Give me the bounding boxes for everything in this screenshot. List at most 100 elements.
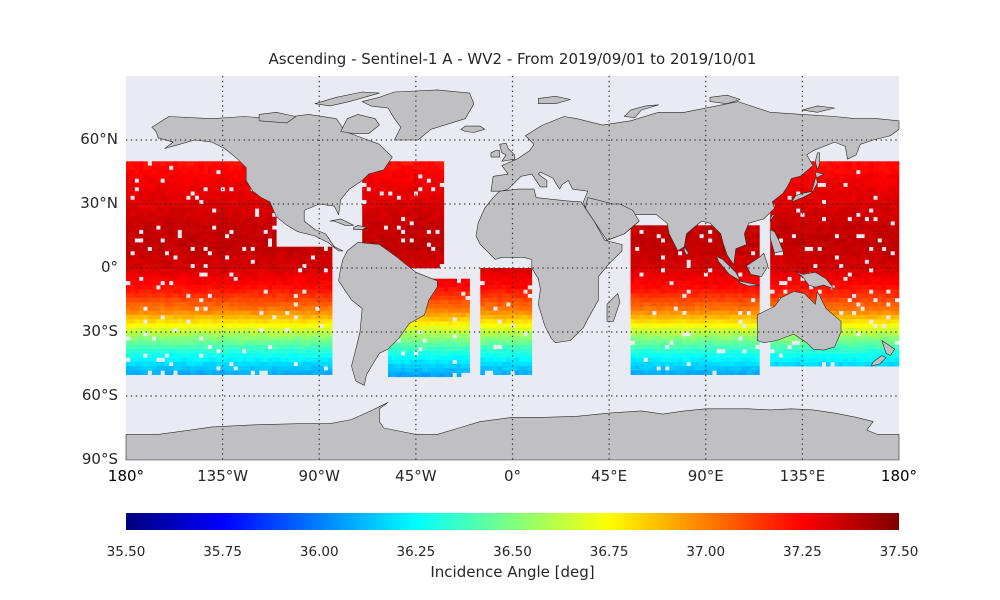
data-cell <box>634 272 640 277</box>
data-cell <box>435 368 440 373</box>
data-cell <box>448 359 453 365</box>
data-cell <box>669 276 674 282</box>
data-cell <box>186 191 191 196</box>
data-cell <box>660 302 666 307</box>
data-cell <box>821 242 827 247</box>
data-cell <box>246 366 251 371</box>
data-cell <box>164 285 170 290</box>
data-cell <box>250 216 256 222</box>
data-cell <box>422 229 427 235</box>
data-cell <box>289 319 294 324</box>
data-cell <box>216 182 221 188</box>
data-cell <box>379 208 384 213</box>
data-cell <box>370 233 376 239</box>
data-cell <box>130 293 135 299</box>
data-cell <box>430 338 436 343</box>
data-cell <box>813 174 818 179</box>
data-cell <box>707 327 713 333</box>
data-cell <box>501 280 507 286</box>
data-cell <box>151 306 157 311</box>
data-cell <box>439 351 445 356</box>
data-cell <box>203 208 208 213</box>
data-cell <box>755 233 760 239</box>
data-cell <box>259 225 264 230</box>
data-cell <box>130 327 135 333</box>
data-cell <box>160 174 165 179</box>
data-cell <box>435 308 440 314</box>
data-cell <box>506 310 511 316</box>
data-cell <box>630 336 636 341</box>
data-cell <box>506 280 511 286</box>
data-cell <box>173 191 178 196</box>
data-cell <box>484 327 490 333</box>
data-cell <box>400 165 406 171</box>
data-cell <box>233 255 238 260</box>
data-cell <box>800 208 805 213</box>
data-cell <box>795 280 801 286</box>
data-cell <box>400 191 406 196</box>
data-cell <box>216 357 221 363</box>
data-cell <box>211 280 217 286</box>
data-cell <box>370 174 376 179</box>
data-cell <box>194 361 200 367</box>
data-cell <box>733 255 739 260</box>
data-cell <box>682 272 687 277</box>
data-cell <box>138 250 144 256</box>
data-cell <box>690 327 696 333</box>
data-cell <box>126 208 131 213</box>
data-cell <box>293 310 299 316</box>
data-cell <box>134 366 140 371</box>
data-cell <box>443 295 449 301</box>
data-cell <box>804 349 810 354</box>
data-cell <box>838 246 844 252</box>
data-cell <box>379 229 384 235</box>
data-cell <box>246 336 251 341</box>
data-cell <box>843 229 848 235</box>
data-cell <box>527 366 533 371</box>
data-cell <box>703 327 709 333</box>
data-cell <box>190 186 195 192</box>
data-cell <box>306 306 311 311</box>
data-cell <box>254 233 260 239</box>
data-cell <box>186 178 191 183</box>
data-cell <box>783 216 788 222</box>
data-cell <box>418 191 423 196</box>
data-cell <box>211 212 217 218</box>
data-cell <box>267 212 273 218</box>
data-cell <box>738 349 743 354</box>
data-cell <box>791 259 797 265</box>
data-cell <box>716 276 722 282</box>
data-cell <box>830 186 835 192</box>
data-cell <box>392 161 397 166</box>
data-cell <box>319 289 324 294</box>
data-cell <box>716 344 722 350</box>
data-cell <box>259 255 264 260</box>
map-plot-area[interactable] <box>125 76 900 461</box>
data-cell <box>168 353 174 358</box>
data-cell <box>181 246 187 252</box>
data-cell <box>241 216 247 222</box>
data-cell <box>456 372 462 378</box>
data-cell <box>405 204 410 209</box>
data-cell <box>319 246 324 252</box>
data-cell <box>778 263 784 269</box>
data-cell <box>716 268 722 273</box>
data-cell <box>246 259 251 265</box>
data-cell <box>370 216 376 222</box>
data-cell <box>439 342 445 348</box>
data-cell <box>409 368 414 373</box>
data-cell <box>695 297 700 303</box>
data-cell <box>151 327 157 333</box>
data-cell <box>134 280 140 286</box>
data-cell <box>690 306 696 311</box>
data-cell <box>795 186 801 192</box>
data-cell <box>203 221 208 226</box>
data-cell <box>422 250 427 256</box>
data-cell <box>493 310 498 316</box>
data-cell <box>465 325 470 331</box>
data-cell <box>400 169 406 175</box>
data-cell <box>147 314 153 320</box>
data-cell <box>229 310 234 316</box>
data-cell <box>164 344 170 350</box>
data-cell <box>237 195 243 201</box>
